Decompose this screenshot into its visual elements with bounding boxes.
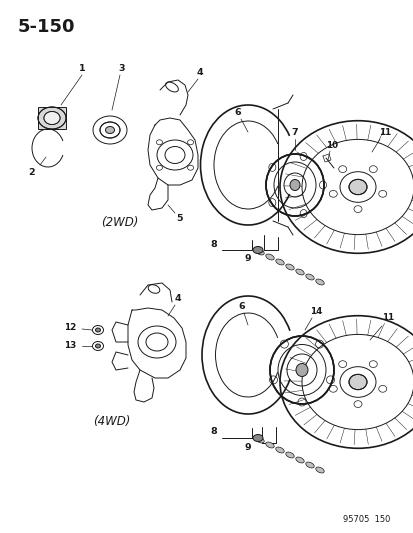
Text: 11: 11 <box>378 127 390 136</box>
Text: 9: 9 <box>244 254 251 262</box>
Text: 11: 11 <box>381 313 393 322</box>
Text: 4: 4 <box>196 68 203 77</box>
Text: 95705  150: 95705 150 <box>342 515 389 524</box>
Text: (4WD): (4WD) <box>93 416 131 429</box>
Ellipse shape <box>255 249 263 255</box>
Ellipse shape <box>285 264 294 270</box>
Text: 4: 4 <box>174 294 181 303</box>
Text: 9: 9 <box>244 442 251 451</box>
Ellipse shape <box>289 180 299 190</box>
Text: (2WD): (2WD) <box>101 215 138 229</box>
Text: 6: 6 <box>234 108 241 117</box>
Ellipse shape <box>255 437 263 443</box>
Ellipse shape <box>315 467 323 473</box>
Ellipse shape <box>305 274 313 280</box>
Ellipse shape <box>315 279 323 285</box>
Text: 2: 2 <box>28 167 35 176</box>
Text: 5: 5 <box>176 214 183 222</box>
Text: 3: 3 <box>119 63 125 72</box>
Ellipse shape <box>95 328 100 332</box>
Ellipse shape <box>275 447 284 453</box>
Ellipse shape <box>265 442 273 448</box>
Ellipse shape <box>305 462 313 468</box>
Ellipse shape <box>285 452 294 458</box>
Ellipse shape <box>295 364 307 376</box>
Ellipse shape <box>348 374 366 390</box>
Ellipse shape <box>348 179 366 195</box>
Ellipse shape <box>105 126 114 133</box>
Ellipse shape <box>265 254 273 260</box>
Text: 1: 1 <box>78 63 85 72</box>
Ellipse shape <box>275 259 284 265</box>
Text: 10: 10 <box>325 141 337 149</box>
Ellipse shape <box>95 344 100 348</box>
Text: 12: 12 <box>64 324 76 333</box>
Text: 6: 6 <box>238 302 245 311</box>
Ellipse shape <box>44 111 60 125</box>
Text: 13: 13 <box>64 341 76 350</box>
Ellipse shape <box>252 246 262 254</box>
Text: 5-150: 5-150 <box>18 18 75 36</box>
Text: 7: 7 <box>291 127 298 136</box>
Ellipse shape <box>295 457 304 463</box>
Text: 8: 8 <box>210 239 217 248</box>
Bar <box>38 107 66 129</box>
Text: 14: 14 <box>309 308 321 317</box>
Text: 8: 8 <box>210 427 217 437</box>
Ellipse shape <box>295 269 304 275</box>
Ellipse shape <box>252 434 262 441</box>
